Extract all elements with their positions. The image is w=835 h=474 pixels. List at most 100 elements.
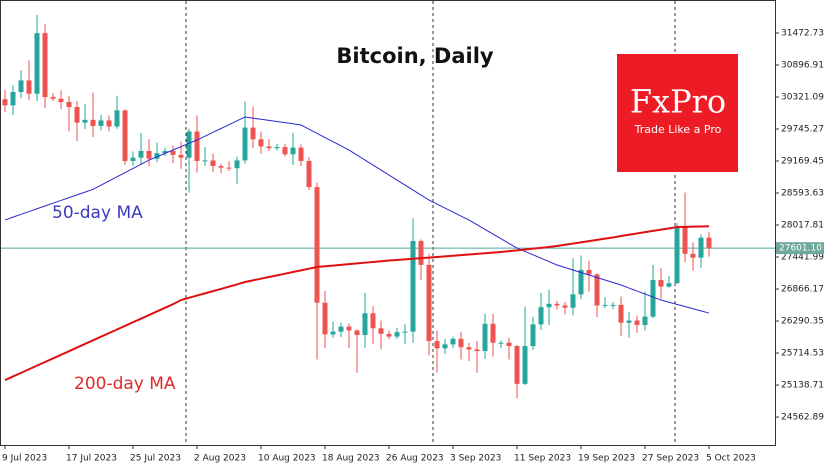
candle-body (418, 241, 424, 265)
candle-body (306, 160, 312, 188)
x-tick-label: 5 Oct 2023 (706, 454, 756, 464)
candle-body (522, 346, 528, 384)
logo-box (617, 54, 738, 172)
candle-body (602, 304, 608, 306)
candle-body (642, 316, 648, 325)
candle-body (330, 331, 336, 335)
candle-body (618, 304, 624, 323)
candle-body (586, 269, 592, 275)
candle-body (650, 279, 656, 317)
candle-body (170, 150, 176, 155)
y-tick-label: 31472.73 (781, 28, 824, 38)
candle-body (666, 283, 672, 287)
candle-body (42, 33, 48, 98)
candle-body (202, 160, 208, 162)
candle-body (634, 320, 640, 325)
candle-body (698, 237, 704, 258)
candle-body (562, 305, 568, 308)
candle-body (10, 92, 16, 106)
y-tick-label: 30321.09 (781, 92, 824, 102)
candle-body (234, 160, 240, 169)
candle-body (450, 338, 456, 345)
candle-body (98, 120, 104, 126)
x-tick-label: 18 Aug 2023 (322, 454, 380, 464)
candle-body (66, 102, 72, 108)
x-tick-label: 17 Jul 2023 (66, 454, 117, 464)
candle-body (2, 99, 8, 106)
candle-body (266, 146, 272, 149)
candle-body (58, 98, 64, 103)
candle-body (578, 269, 584, 295)
candle-body (466, 347, 472, 350)
line-label: 50-day MA (52, 203, 143, 223)
x-tick-label: 19 Sep 2023 (578, 454, 635, 464)
candle-body (458, 338, 464, 348)
candle-body (362, 313, 368, 335)
candle-body (82, 119, 88, 123)
candle-body (674, 226, 680, 284)
candle-body (394, 332, 400, 337)
y-tick-label: 27441.99 (781, 253, 824, 263)
candle-body (354, 330, 360, 335)
candle-body (106, 120, 112, 127)
x-tick-label: 2 Aug 2023 (194, 454, 246, 464)
candle-body (546, 303, 552, 308)
candle-body (690, 253, 696, 258)
y-tick-label: 29745.27 (781, 124, 824, 134)
x-tick-label: 11 Sep 2023 (514, 454, 571, 464)
y-tick-label: 29169.45 (781, 156, 824, 166)
x-tick-label: 9 Jul 2023 (2, 454, 47, 464)
candle-body (402, 331, 408, 333)
candle-body (410, 241, 416, 332)
y-tick-label: 30896.91 (781, 60, 824, 70)
candle-body (594, 274, 600, 306)
candle-body (386, 333, 392, 337)
candle-body (434, 341, 440, 349)
candle-body (506, 342, 512, 347)
line-label: 200-day MA (74, 374, 176, 394)
price-label-box (776, 242, 824, 255)
candle-body (74, 107, 80, 123)
x-tick-label: 10 Aug 2023 (258, 454, 316, 464)
candle-body (474, 349, 480, 352)
x-tick-label: 26 Aug 2023 (386, 454, 444, 464)
candle-body (242, 127, 248, 161)
chart-title: Bitcoin, Daily (336, 44, 494, 68)
candle-body (282, 147, 288, 155)
y-tick-label: 25714.53 (781, 349, 824, 359)
candle-body (490, 323, 496, 343)
y-tick-label: 28017.81 (781, 221, 824, 231)
candle-body (122, 110, 128, 161)
x-tick-label: 3 Sep 2023 (450, 454, 501, 464)
candle-body (346, 326, 352, 331)
candle-body (498, 342, 504, 344)
candle-body (682, 226, 688, 254)
candle-body (274, 147, 280, 149)
candle-body (370, 313, 376, 329)
y-tick-label: 28593.63 (781, 189, 824, 199)
candle-body (426, 264, 432, 342)
candle-body (314, 187, 320, 303)
candle-body (322, 302, 328, 335)
candle-body (218, 165, 224, 168)
logo: FxPro (630, 83, 726, 121)
candle-body (338, 326, 344, 332)
candle-body (178, 154, 184, 158)
candle-body (210, 160, 216, 166)
y-tick-label: 24562.89 (781, 413, 824, 423)
candle-body (290, 147, 296, 155)
y-tick-label: 25138.71 (781, 381, 824, 391)
candle-body (538, 307, 544, 325)
x-tick-label: 27 Sep 2023 (642, 454, 699, 464)
candle-body (442, 344, 448, 349)
moving-average (4, 116, 710, 314)
candle-body (514, 346, 520, 384)
candle-body (154, 153, 160, 159)
candle-body (530, 324, 536, 347)
logo-slogan: Trade Like a Pro (634, 123, 722, 136)
candle-body (570, 294, 576, 308)
candle-body (34, 33, 40, 94)
candle-body (138, 150, 144, 158)
candle-body (146, 150, 152, 159)
candle-body (482, 323, 488, 352)
